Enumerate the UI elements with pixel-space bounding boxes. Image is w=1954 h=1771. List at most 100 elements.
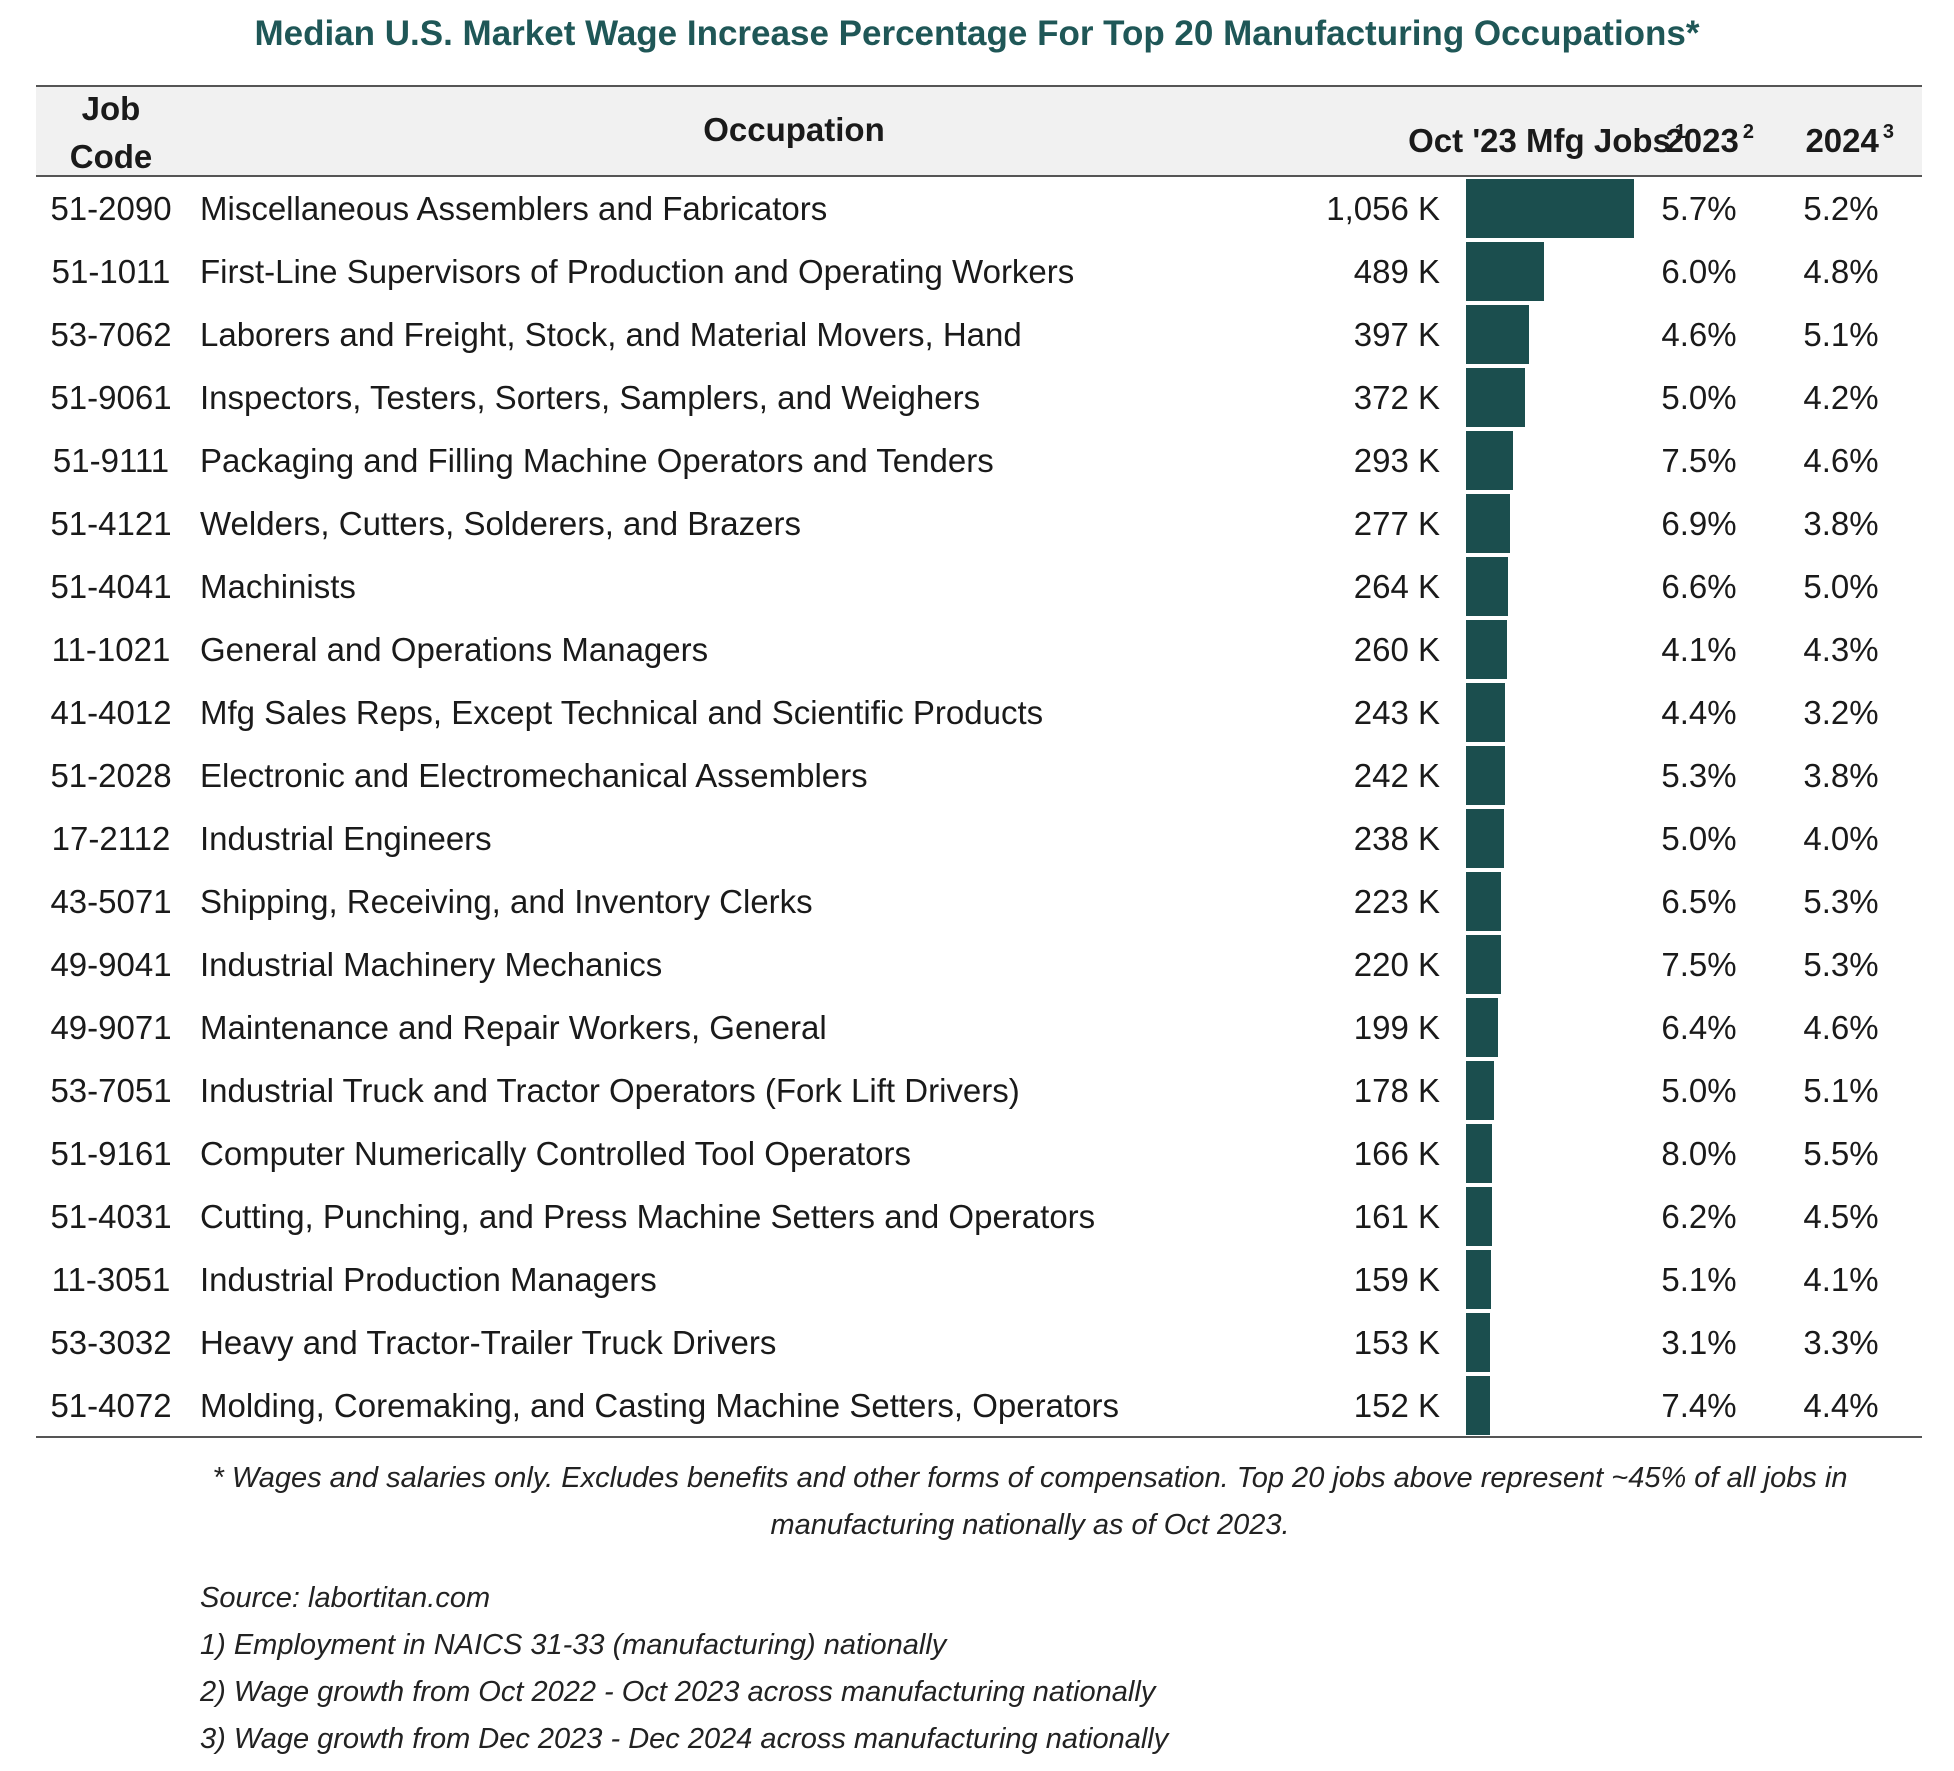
mfg-jobs-bar: [1466, 620, 1507, 679]
mfg-jobs-bar: [1466, 1250, 1491, 1309]
table-row: 51-4072 Molding, Coremaking, and Casting …: [36, 1374, 1922, 1437]
occupation-cell: Inspectors, Testers, Sorters, Samplers, …: [200, 379, 981, 416]
job-code-cell: 17-2112: [51, 820, 171, 857]
wage-2023-cell: 5.0%: [1661, 379, 1737, 416]
mfg-jobs-label: 166 K: [1353, 1135, 1440, 1172]
wage-2023-cell: 6.2%: [1661, 1198, 1737, 1235]
table-row: 17-2112 Industrial Engineers 238 K 5.0% 4.0%: [36, 807, 1922, 870]
table-row: 41-4012 Mfg Sales Reps, Except Technical …: [36, 681, 1922, 744]
job-code-cell: 53-7062: [50, 316, 172, 353]
mfg-jobs-label: 159 K: [1353, 1261, 1440, 1298]
occupation-cell: Laborers and Freight, Stock, and Materia…: [200, 316, 1022, 353]
job-code-cell: 51-4031: [50, 1198, 172, 1235]
header-mfg-jobs-label: Oct '23 Mfg Jobs: [1408, 122, 1671, 159]
job-code-cell: 51-9161: [50, 1135, 172, 1172]
occupation-cell: Machinists: [200, 568, 356, 605]
occupation-cell: Industrial Production Managers: [200, 1261, 657, 1298]
header-mfg-jobs-sup: 1: [1674, 121, 1686, 143]
mfg-jobs-label: 293 K: [1353, 442, 1440, 479]
header-job-code: Job Code: [36, 85, 186, 181]
occupation-cell: General and Operations Managers: [200, 631, 709, 668]
table-row: 53-3032 Heavy and Tractor-Trailer Truck D…: [36, 1311, 1922, 1374]
occupation-cell: Heavy and Tractor-Trailer Truck Drivers: [200, 1324, 777, 1361]
mfg-jobs-label: 152 K: [1353, 1387, 1440, 1424]
table-row: 51-9111 Packaging and Filling Machine Ope…: [36, 429, 1922, 492]
job-code-cell: 41-4012: [50, 694, 172, 731]
mfg-jobs-label: 264 K: [1353, 568, 1440, 605]
mfg-jobs-label: 242 K: [1353, 757, 1440, 794]
header-2024-sup: 3: [1882, 121, 1894, 143]
header-job-code-label: Job Code: [69, 90, 153, 175]
wage-2023-cell: 5.0%: [1661, 1072, 1737, 1109]
wage-2023-cell: 6.0%: [1661, 253, 1737, 290]
mfg-jobs-bar: [1466, 998, 1498, 1057]
header-2023-label: 2023: [1665, 122, 1739, 159]
job-code-cell: 51-9061: [50, 379, 172, 416]
mfg-jobs-bar: [1466, 872, 1501, 931]
mfg-jobs-label: 161 K: [1353, 1198, 1440, 1235]
wage-2024-cell: 4.6%: [1803, 442, 1879, 479]
mfg-jobs-label: 199 K: [1353, 1009, 1440, 1046]
wage-2024-cell: 5.1%: [1803, 1072, 1879, 1109]
header-occupation: Occupation: [456, 105, 1132, 155]
occupation-cell: Industrial Engineers: [200, 820, 492, 857]
footnote: * Wages and salaries only. Excludes bene…: [212, 1462, 1848, 1541]
table-row: 53-7062 Laborers and Freight, Stock, and …: [36, 303, 1922, 366]
wage-2024-cell: 4.3%: [1803, 631, 1879, 668]
header-2024: 2024 3: [1776, 107, 1894, 166]
wage-2024-cell: 3.2%: [1803, 694, 1879, 731]
wage-2024-cell: 4.0%: [1803, 820, 1879, 857]
table-row: 51-4031 Cutting, Punching, and Press Mach…: [36, 1185, 1922, 1248]
job-code-cell: 51-4041: [50, 568, 172, 605]
table-row: 51-1011 First-Line Supervisors of Product…: [36, 240, 1922, 303]
wage-2023-cell: 7.5%: [1661, 442, 1737, 479]
table-row: 43-5071 Shipping, Receiving, and Inventor…: [36, 870, 1922, 933]
mfg-jobs-label: 153 K: [1353, 1324, 1440, 1361]
table-row: 51-2090 Miscellaneous Assemblers and Fabr…: [36, 177, 1922, 240]
job-code-cell: 51-4072: [50, 1387, 172, 1424]
table-row: 49-9071 Maintenance and Repair Workers, G…: [36, 996, 1922, 1059]
job-code-cell: 49-9041: [50, 946, 172, 983]
mfg-jobs-bar: [1466, 809, 1504, 868]
table-header-rule: [36, 175, 1922, 177]
mfg-jobs-bar: [1466, 1376, 1490, 1435]
table-row: 51-2028 Electronic and Electromechanical …: [36, 744, 1922, 807]
wage-2024-cell: 4.4%: [1803, 1387, 1879, 1424]
job-code-cell: 51-9111: [52, 442, 170, 479]
mfg-jobs-bar: [1466, 494, 1510, 553]
wage-2024-cell: 5.5%: [1803, 1135, 1879, 1172]
occupation-cell: First-Line Supervisors of Production and…: [200, 253, 1075, 290]
wage-2023-cell: 6.6%: [1661, 568, 1737, 605]
mfg-jobs-label: 220 K: [1353, 946, 1440, 983]
job-code-cell: 51-4121: [50, 505, 172, 542]
occupation-cell: Molding, Coremaking, and Casting Machine…: [200, 1387, 1119, 1424]
wage-2023-cell: 8.0%: [1661, 1135, 1737, 1172]
mfg-jobs-label: 1,056 K: [1326, 190, 1440, 227]
header-2024-label: 2024: [1805, 122, 1879, 159]
table-top-rule: [36, 85, 1922, 87]
mfg-jobs-label: 277 K: [1353, 505, 1440, 542]
occupation-cell: Welders, Cutters, Solderers, and Brazers: [200, 505, 801, 542]
wage-2023-cell: 5.0%: [1661, 820, 1737, 857]
job-code-cell: 51-1011: [51, 253, 171, 290]
wage-2024-cell: 4.8%: [1803, 253, 1879, 290]
header-2023-sup: 2: [1742, 121, 1754, 143]
table-row: 53-7051 Industrial Truck and Tractor Oper…: [36, 1059, 1922, 1122]
wage-2024-cell: 5.1%: [1803, 316, 1879, 353]
occupation-cell: Industrial Machinery Mechanics: [200, 946, 663, 983]
table-row: 11-3051 Industrial Production Managers 159…: [36, 1248, 1922, 1311]
occupation-cell: Mfg Sales Reps, Except Technical and Sci…: [200, 694, 1044, 731]
wage-2024-cell: 3.8%: [1803, 757, 1879, 794]
occupation-cell: Packaging and Filling Machine Operators …: [200, 442, 994, 479]
occupation-cell: Industrial Truck and Tractor Operators (…: [200, 1072, 1020, 1109]
wage-2023-cell: 4.1%: [1661, 631, 1737, 668]
job-code-cell: 51-2028: [50, 757, 172, 794]
wage-2024-cell: 4.1%: [1803, 1261, 1879, 1298]
occupation-cell: Maintenance and Repair Workers, General: [200, 1009, 827, 1046]
occupation-cell: Electronic and Electromechanical Assembl…: [200, 757, 868, 794]
wage-2024-cell: 5.0%: [1803, 568, 1879, 605]
job-code-cell: 53-3032: [50, 1324, 172, 1361]
note-source: Source: labortitan.com: [200, 1582, 491, 1614]
mfg-jobs-bar: [1466, 935, 1501, 994]
wage-2023-cell: 7.5%: [1661, 946, 1737, 983]
